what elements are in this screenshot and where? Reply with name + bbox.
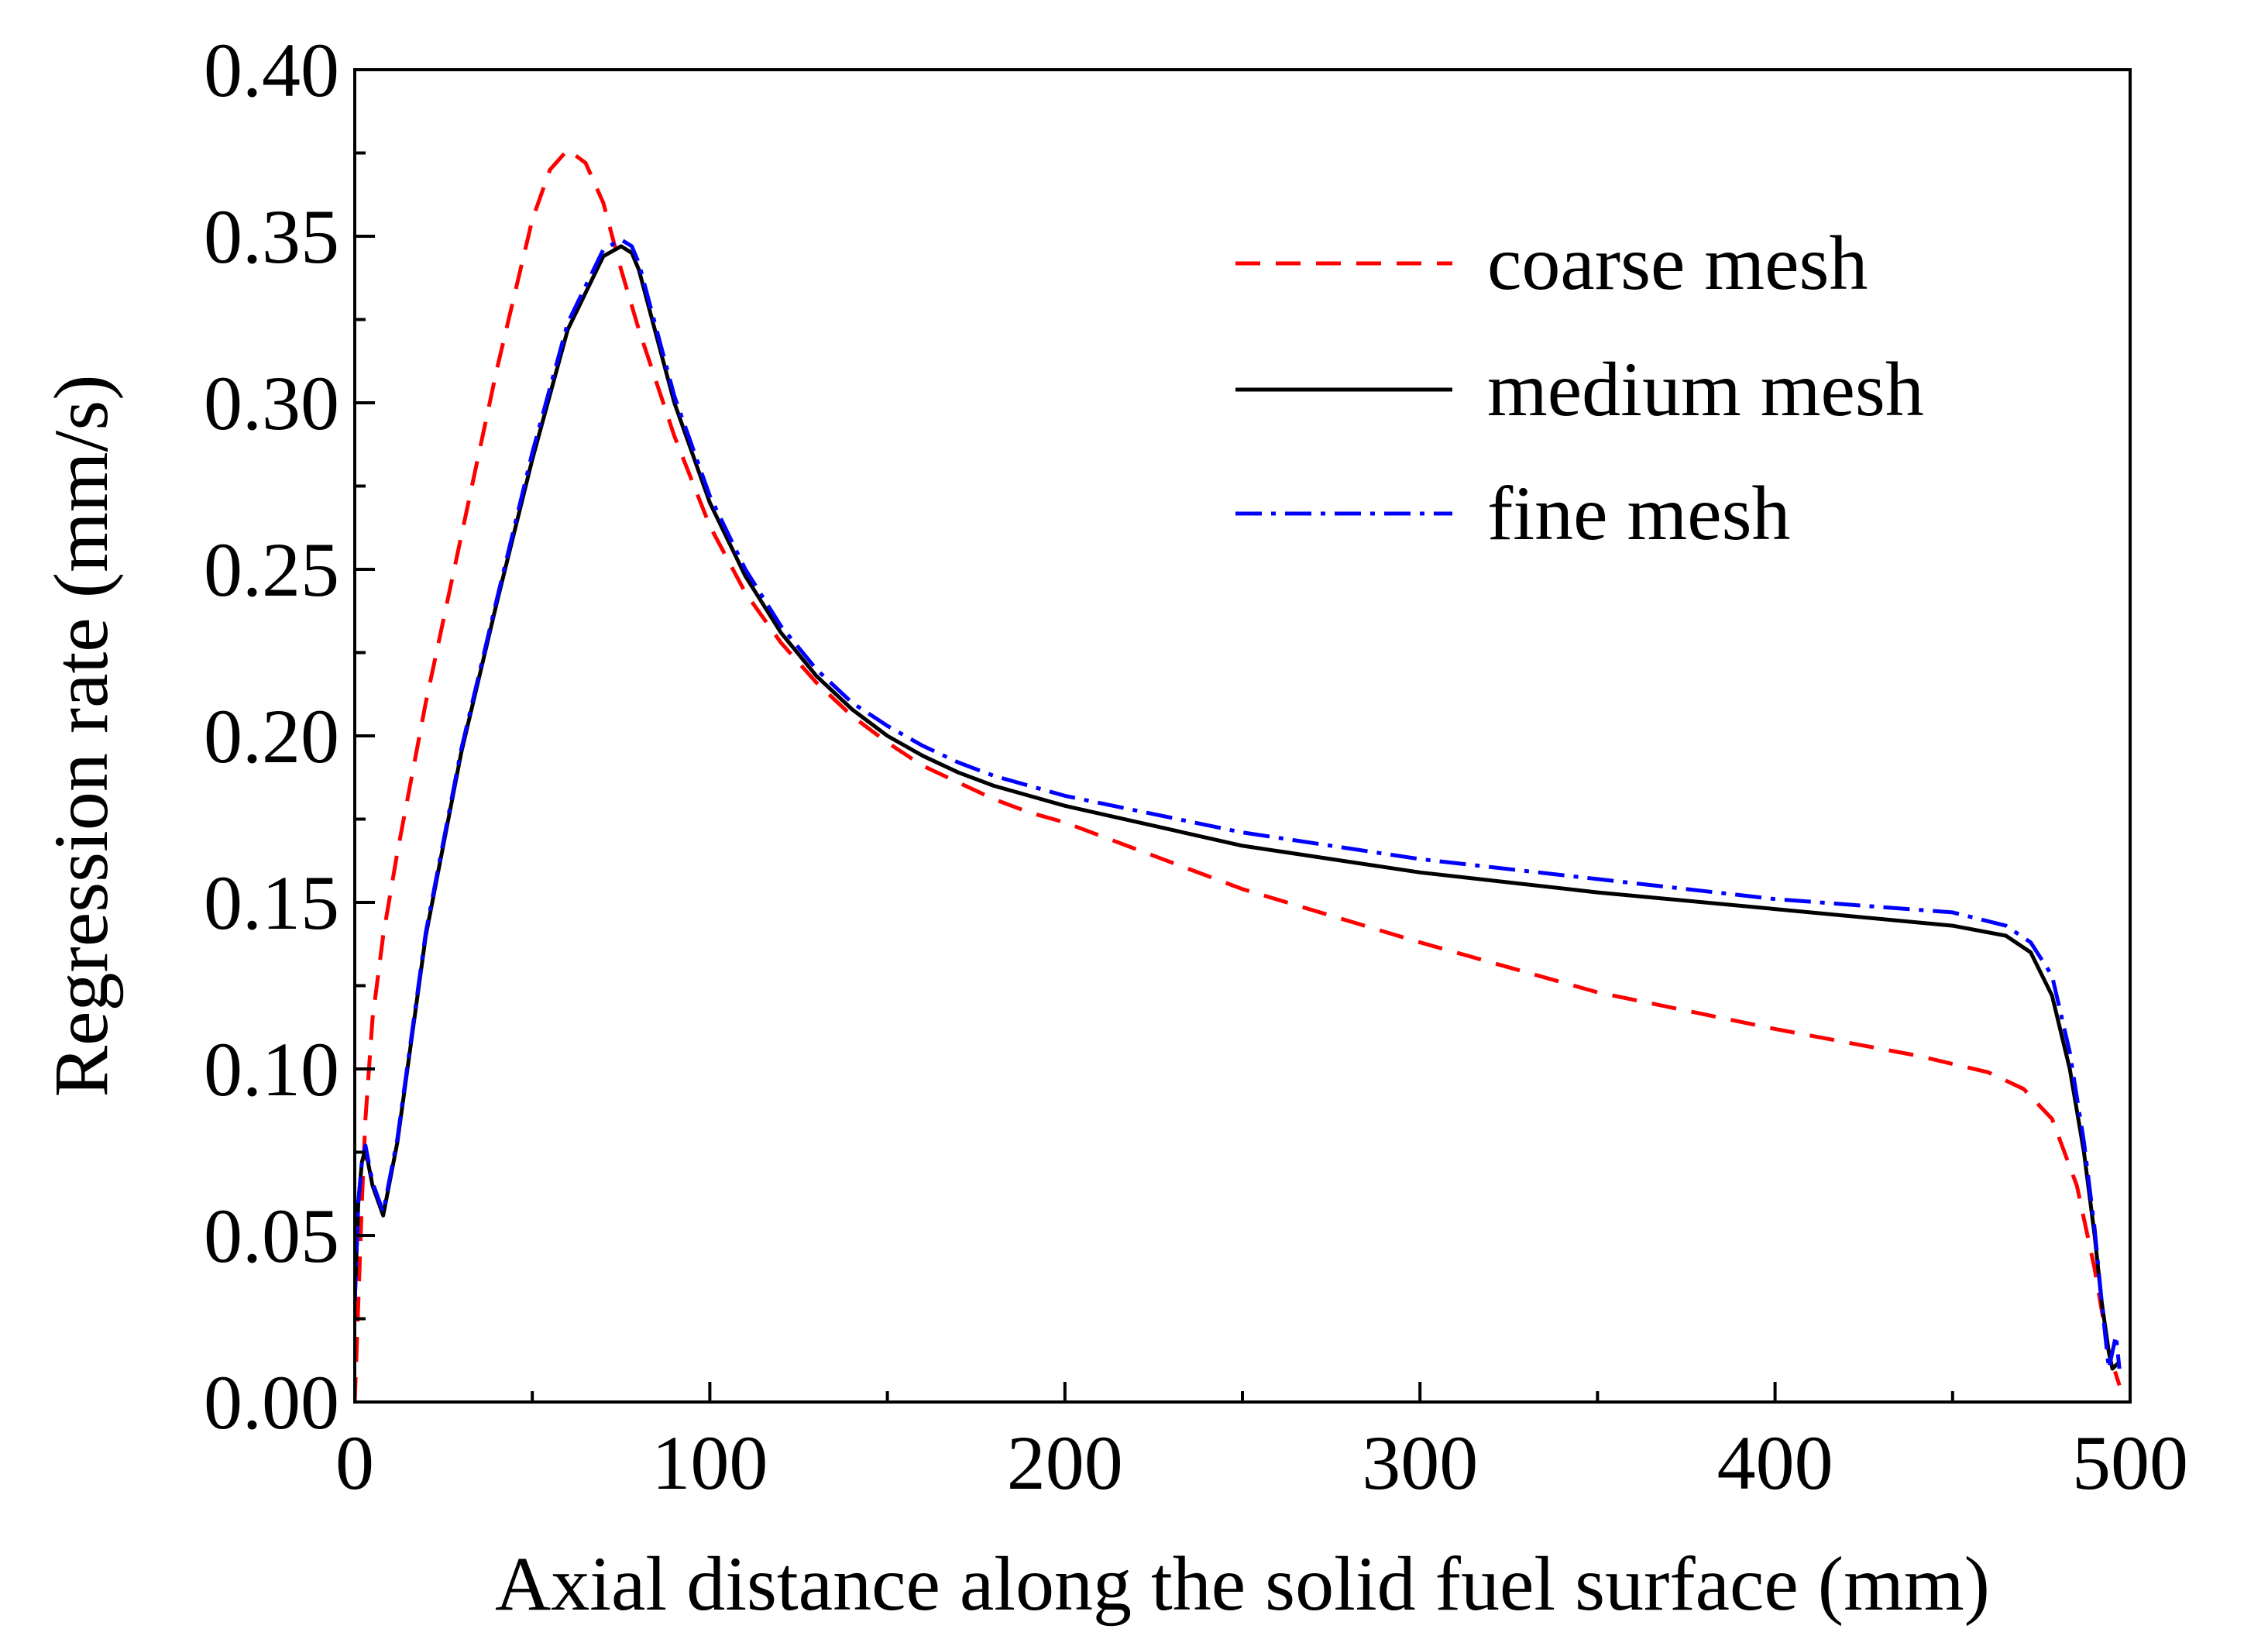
legend-label-coarse: coarse mesh: [1487, 220, 1868, 306]
medium-mesh-line: [355, 244, 2121, 1371]
y-tick-label: 0.30: [204, 360, 339, 446]
ticks-layer: 0 100 200 300 400 500 0.00 0.05 0.10 0.15 0.20 0.25…: [204, 27, 2188, 1506]
legend: coarse mesh medium mesh fine mesh: [1235, 220, 1924, 556]
legend-label-medium: medium mesh: [1487, 346, 1924, 432]
y-tick-label: 0.10: [204, 1026, 339, 1112]
legend-label-fine: fine mesh: [1487, 470, 1791, 556]
coarse-mesh-line: [355, 147, 2122, 1402]
x-tick-label: 0: [335, 1420, 374, 1506]
x-tick-label: 500: [2072, 1420, 2188, 1506]
x-tick-label: 400: [1717, 1420, 1833, 1506]
y-tick-label: 0.05: [204, 1193, 339, 1279]
y-axis-title: Regression rate (mm/s): [38, 374, 124, 1097]
y-tick-label: 0.35: [204, 194, 339, 280]
y-tick-label: 0.00: [204, 1359, 339, 1445]
x-axis-title: Axial distance along the solid fuel surf…: [495, 1541, 1990, 1627]
x-tick-label: 100: [651, 1420, 768, 1506]
x-tick-label: 300: [1362, 1420, 1478, 1506]
y-tick-label: 0.25: [204, 527, 339, 613]
fine-mesh-line: [355, 237, 2122, 1371]
x-tick-label: 200: [1007, 1420, 1123, 1506]
y-tick-label: 0.15: [204, 860, 339, 946]
y-tick-label: 0.20: [204, 693, 339, 779]
y-tick-label: 0.40: [204, 27, 339, 113]
series-layer: [355, 147, 2122, 1402]
